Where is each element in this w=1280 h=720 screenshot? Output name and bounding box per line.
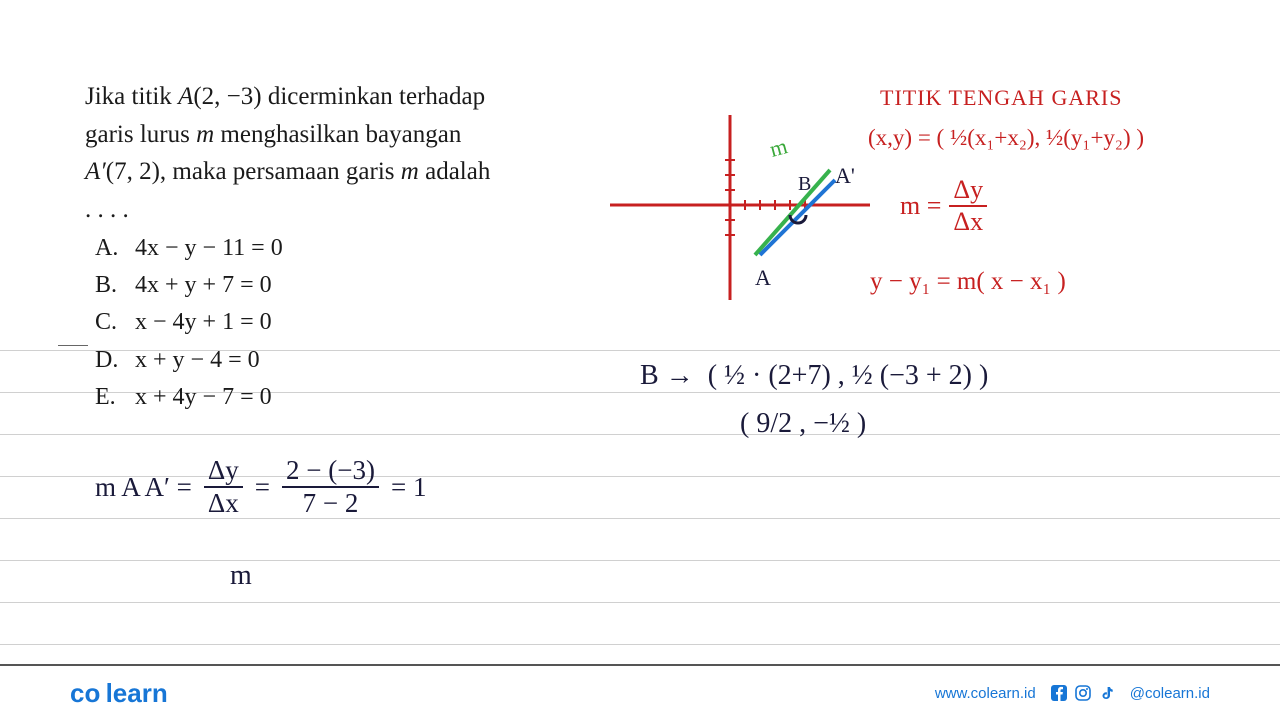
strike-mark-d [58, 345, 88, 346]
slope-result: = 1 [391, 472, 426, 503]
slope-lhs: m A A′ = [95, 472, 192, 503]
footer-right: www.colearn.id @colearn.id [935, 684, 1210, 702]
ruled-line [0, 602, 1280, 603]
slope-num: Δy [949, 175, 987, 207]
option-letter: E. [95, 379, 135, 416]
slope-lhs: m = [900, 191, 941, 221]
question-dots: . . . . [85, 191, 565, 229]
page-root: Jika titik A(2, −3) dicerminkan terhadap… [0, 0, 1280, 720]
option-expr: 4x − y − 11 = 0 [135, 235, 283, 261]
option-a: A.4x − y − 11 = 0 [95, 230, 283, 267]
social-icons [1050, 684, 1116, 702]
eq-sign: = [255, 472, 270, 503]
instagram-icon [1074, 684, 1092, 702]
frac-num: Δy [204, 455, 243, 488]
slope-frac1: Δy Δx [204, 455, 243, 519]
frac-num: 2 − (−3) [282, 455, 379, 488]
work-b-line2: ( 9/2 , −½ ) [740, 408, 866, 440]
option-letter: D. [95, 342, 135, 379]
work-m: m [230, 560, 252, 592]
question-line: Jika titik A(2, −3) dicerminkan terhadap [85, 78, 565, 116]
frac-den: 7 − 2 [282, 488, 379, 519]
work-expr: ( ½ · (2+7) , ½ (−3 + 2) ) [708, 360, 989, 392]
option-expr: x + y − 4 = 0 [135, 347, 260, 373]
slope-frac2: 2 − (−3) 7 − 2 [282, 455, 379, 519]
ruled-line [0, 434, 1280, 435]
option-c: C.x − 4y + 1 = 0 [95, 304, 283, 341]
options-list: A.4x − y − 11 = 0 B.4x + y + 7 = 0 C.x −… [95, 230, 283, 416]
work-label: B → [640, 360, 694, 392]
option-d: D.x + y − 4 = 0 [95, 342, 283, 379]
footer-handle: @colearn.id [1130, 685, 1210, 702]
question-line: A′(7, 2), maka persamaan garis m adalah [85, 153, 565, 191]
option-expr: x − 4y + 1 = 0 [135, 309, 272, 335]
line-m [755, 170, 830, 255]
option-letter: B. [95, 267, 135, 304]
diagram-svg [610, 115, 870, 315]
option-letter: C. [95, 304, 135, 341]
brand-logo: co learn [70, 678, 168, 709]
label-aprime: A' [835, 163, 855, 189]
question-block: Jika titik A(2, −3) dicerminkan terhadap… [85, 78, 565, 228]
option-expr: x + 4y − 7 = 0 [135, 384, 272, 410]
option-b: B.4x + y + 7 = 0 [95, 267, 283, 304]
note-slope: m = Δy Δx [900, 175, 987, 237]
option-e: E.x + 4y − 7 = 0 [95, 379, 283, 416]
slope-den: Δx [949, 207, 987, 237]
ruled-line [0, 560, 1280, 561]
note-midpoint: (x,y) = ( ½(x₁+x₂), ½(y₁+y₂) ) [868, 125, 1144, 151]
label-b: B [798, 173, 811, 196]
mini-diagram: A A' B m [610, 115, 870, 315]
note-line-eq: y − y₁ = m( x − x₁ ) [870, 268, 1066, 296]
facebook-icon [1050, 684, 1068, 702]
footer: co learn www.colearn.id @colearn.id [0, 664, 1280, 720]
option-expr: 4x + y + 7 = 0 [135, 272, 272, 298]
slope-frac: Δy Δx [949, 175, 987, 237]
tiktok-icon [1098, 684, 1116, 702]
footer-url: www.colearn.id [935, 685, 1036, 702]
option-letter: A. [95, 230, 135, 267]
slope-calc: m A A′ = Δy Δx = 2 − (−3) 7 − 2 = 1 [95, 455, 426, 519]
question-line: garis lurus m menghasilkan bayangan [85, 116, 565, 154]
note-title: TITIK TENGAH GARIS [880, 85, 1122, 111]
logo-part1: co [70, 678, 100, 708]
frac-den: Δx [204, 488, 243, 519]
ruled-line [0, 644, 1280, 645]
label-a: A [755, 265, 771, 291]
work-b-line1: B → ( ½ · (2+7) , ½ (−3 + 2) ) [640, 360, 988, 392]
logo-part2: learn [106, 678, 168, 708]
